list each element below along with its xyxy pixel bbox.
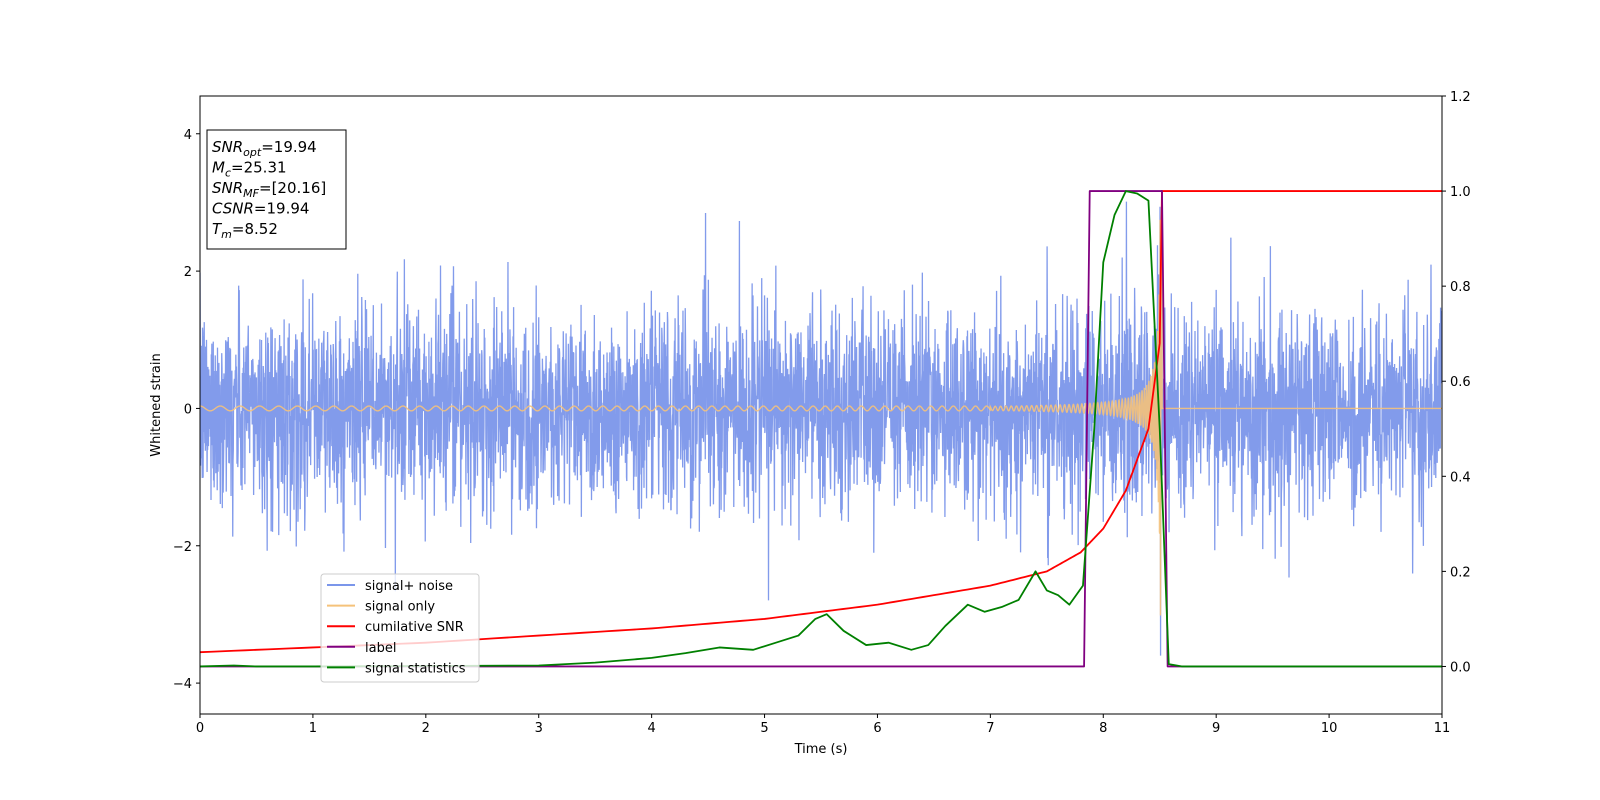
- annotation-box-frame: [206, 129, 347, 250]
- y-axis-left-ticks: −4 −2 0 2 4: [173, 128, 200, 692]
- annotation-line: Tm=8.52: [212, 220, 278, 241]
- x-tick-label: 6: [873, 721, 881, 736]
- series-cumulative-snr-line: [200, 190, 1442, 654]
- series-layer: [200, 190, 1442, 668]
- legend: signal+ noise signal only cumilative SNR la…: [320, 573, 480, 683]
- y-left-tick-label: 4: [184, 128, 192, 143]
- y-right-tick-label: 1.2: [1450, 90, 1471, 105]
- y-left-tick-label: 0: [184, 402, 192, 417]
- x-tick-label: 0: [196, 721, 204, 736]
- series-signal-only-line: [200, 219, 1442, 616]
- y-right-tick-label: 0.6: [1450, 375, 1471, 390]
- x-tick-label: 5: [760, 721, 768, 736]
- x-tick-label: 11: [1434, 721, 1451, 736]
- y-left-tick-label: −2: [173, 540, 192, 555]
- x-tick-label: 9: [1212, 721, 1220, 736]
- annotation-line: Mc=25.31: [212, 159, 287, 180]
- legend-entry-label: signal+ noise: [365, 579, 453, 594]
- annotation-line: SNRMF=[20.16]: [212, 179, 326, 200]
- x-tick-label: 1: [309, 721, 317, 736]
- x-tick-label: 7: [986, 721, 994, 736]
- annotation-line: SNRopt=19.94: [212, 138, 317, 159]
- x-tick-label: 3: [535, 721, 543, 736]
- y-left-tick-label: −4: [173, 677, 192, 692]
- x-tick-label: 10: [1321, 721, 1338, 736]
- y-right-tick-label: 0.2: [1450, 565, 1471, 580]
- y-right-tick-label: 1.0: [1450, 185, 1471, 200]
- x-tick-label: 2: [422, 721, 430, 736]
- y-right-tick-label: 0.4: [1450, 470, 1471, 485]
- annotation-line: CSNR=19.94: [212, 200, 309, 218]
- legend-frame: [320, 573, 480, 683]
- y-left-tick-label: 2: [184, 265, 192, 280]
- y-axis-right-ticks: 0.0 0.2 0.4 0.6 0.8 1.0 1.2: [1442, 90, 1471, 675]
- metrics-annotation-box: SNRopt=19.94Mc=25.31SNRMF=[20.16]CSNR=19…: [206, 129, 347, 250]
- legend-entry-label: signal statistics: [365, 661, 466, 676]
- x-tick-label: 4: [647, 721, 655, 736]
- series-signal-noise-line: [200, 201, 1442, 656]
- x-axis-label: Time (s): [794, 742, 848, 757]
- plot-frame: [199, 95, 1443, 715]
- legend-entry-label: label: [365, 641, 396, 656]
- x-axis-ticks: 0 1 2 3 4 5 6 7 8 9 10 11: [196, 714, 1450, 736]
- legend-entry-label: signal only: [365, 600, 435, 615]
- series-signal-statistics-line: [200, 190, 1442, 668]
- legend-entry-label: cumilative SNR: [365, 620, 464, 635]
- y-axis-label: Whitened strain: [149, 353, 164, 456]
- y-right-tick-label: 0.0: [1450, 660, 1471, 675]
- x-tick-label: 8: [1099, 721, 1107, 736]
- y-right-tick-label: 0.8: [1450, 280, 1471, 295]
